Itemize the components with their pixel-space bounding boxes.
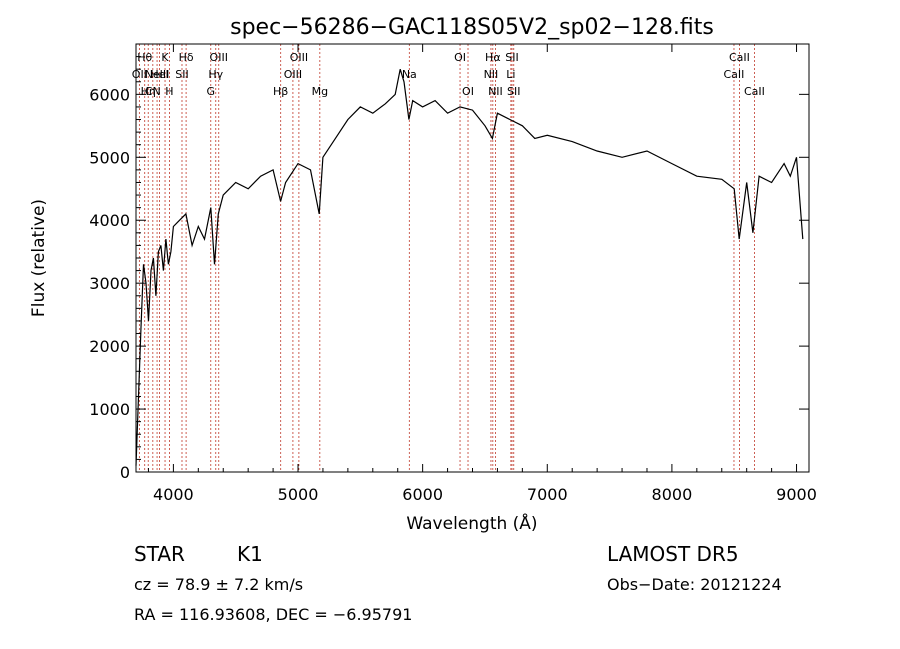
x-tick-label-4: 8000 <box>652 485 693 504</box>
redshift-cz: cz = 78.9 ± 7.2 km/s <box>134 575 303 594</box>
y-tick-label-2: 2000 <box>89 337 130 356</box>
line-label-14: OIII <box>284 68 302 81</box>
line-label-8: SII <box>175 68 188 81</box>
line-label-25: SII <box>507 85 520 98</box>
x-axis-ticks: 4000 5000 6000 7000 8000 9000 <box>147 44 817 504</box>
line-label-24: SII <box>505 51 518 64</box>
line-label-5: HeI <box>150 68 168 81</box>
y-tick-label-3: 3000 <box>89 274 130 293</box>
ra-dec: RA = 116.93608, DEC = −6.95791 <box>134 605 412 624</box>
line-label-21: Hα <box>485 51 501 64</box>
plot-frame <box>135 43 810 473</box>
spectrum-line <box>135 69 804 466</box>
line-label-27: CaII <box>729 51 750 64</box>
line-label-12: OIII <box>210 51 228 64</box>
line-label-16: Mg <box>312 85 328 98</box>
chart-title: spec−56286−GAC118S05V2_sp02−128.fits <box>230 15 714 40</box>
line-label-11: Hγ <box>208 68 223 81</box>
x-tick-label-5: 9000 <box>776 485 817 504</box>
line-label-15: OIII <box>290 51 308 64</box>
x-tick-label-2: 6000 <box>402 485 443 504</box>
y-tick-label-4: 4000 <box>89 211 130 230</box>
x-tick-label-0: 4000 <box>153 485 194 504</box>
spectral-line-markers <box>138 44 755 472</box>
y-tick-label-6: 6000 <box>89 85 130 104</box>
line-label-9: Hδ <box>179 51 194 64</box>
line-label-13: Hβ <box>273 85 288 98</box>
y-tick-label-1: 1000 <box>89 400 130 419</box>
y-axis-label: Flux (relative) <box>29 199 49 317</box>
y-tick-label-5: 5000 <box>89 148 130 167</box>
line-label-7: H <box>165 85 173 98</box>
line-label-6: K <box>161 51 169 64</box>
line-label-20: NII <box>484 68 499 81</box>
x-tick-label-3: 7000 <box>527 485 568 504</box>
object-subclass: K1 <box>237 542 263 566</box>
spectral-line-labels: OIIHθHηCNNeIIIHeIKHSIIHδGHγOIIIHβOIIIOII… <box>132 51 765 98</box>
line-label-18: OI <box>454 51 466 64</box>
line-label-10: G <box>207 85 216 98</box>
line-label-17: Na <box>402 68 417 81</box>
y-axis-ticks: 0 1000 2000 3000 4000 5000 6000 <box>89 56 809 482</box>
line-label-23: Li <box>506 68 515 81</box>
x-axis-label: Wavelength (Å) <box>406 512 537 534</box>
observation-date: Obs−Date: 20121224 <box>607 575 782 594</box>
line-label-19: OI <box>462 85 474 98</box>
object-class: STAR <box>134 542 185 566</box>
survey-name: LAMOST DR5 <box>607 542 739 566</box>
x-tick-label-1: 5000 <box>278 485 319 504</box>
line-label-1: Hθ <box>137 51 152 64</box>
line-label-26: CaII <box>724 68 745 81</box>
line-label-4: NeIII <box>145 68 170 81</box>
line-label-22: NII <box>488 85 503 98</box>
line-label-28: CaII <box>744 85 765 98</box>
y-tick-label-0: 0 <box>120 463 130 482</box>
line-label-3: CN <box>145 85 161 98</box>
